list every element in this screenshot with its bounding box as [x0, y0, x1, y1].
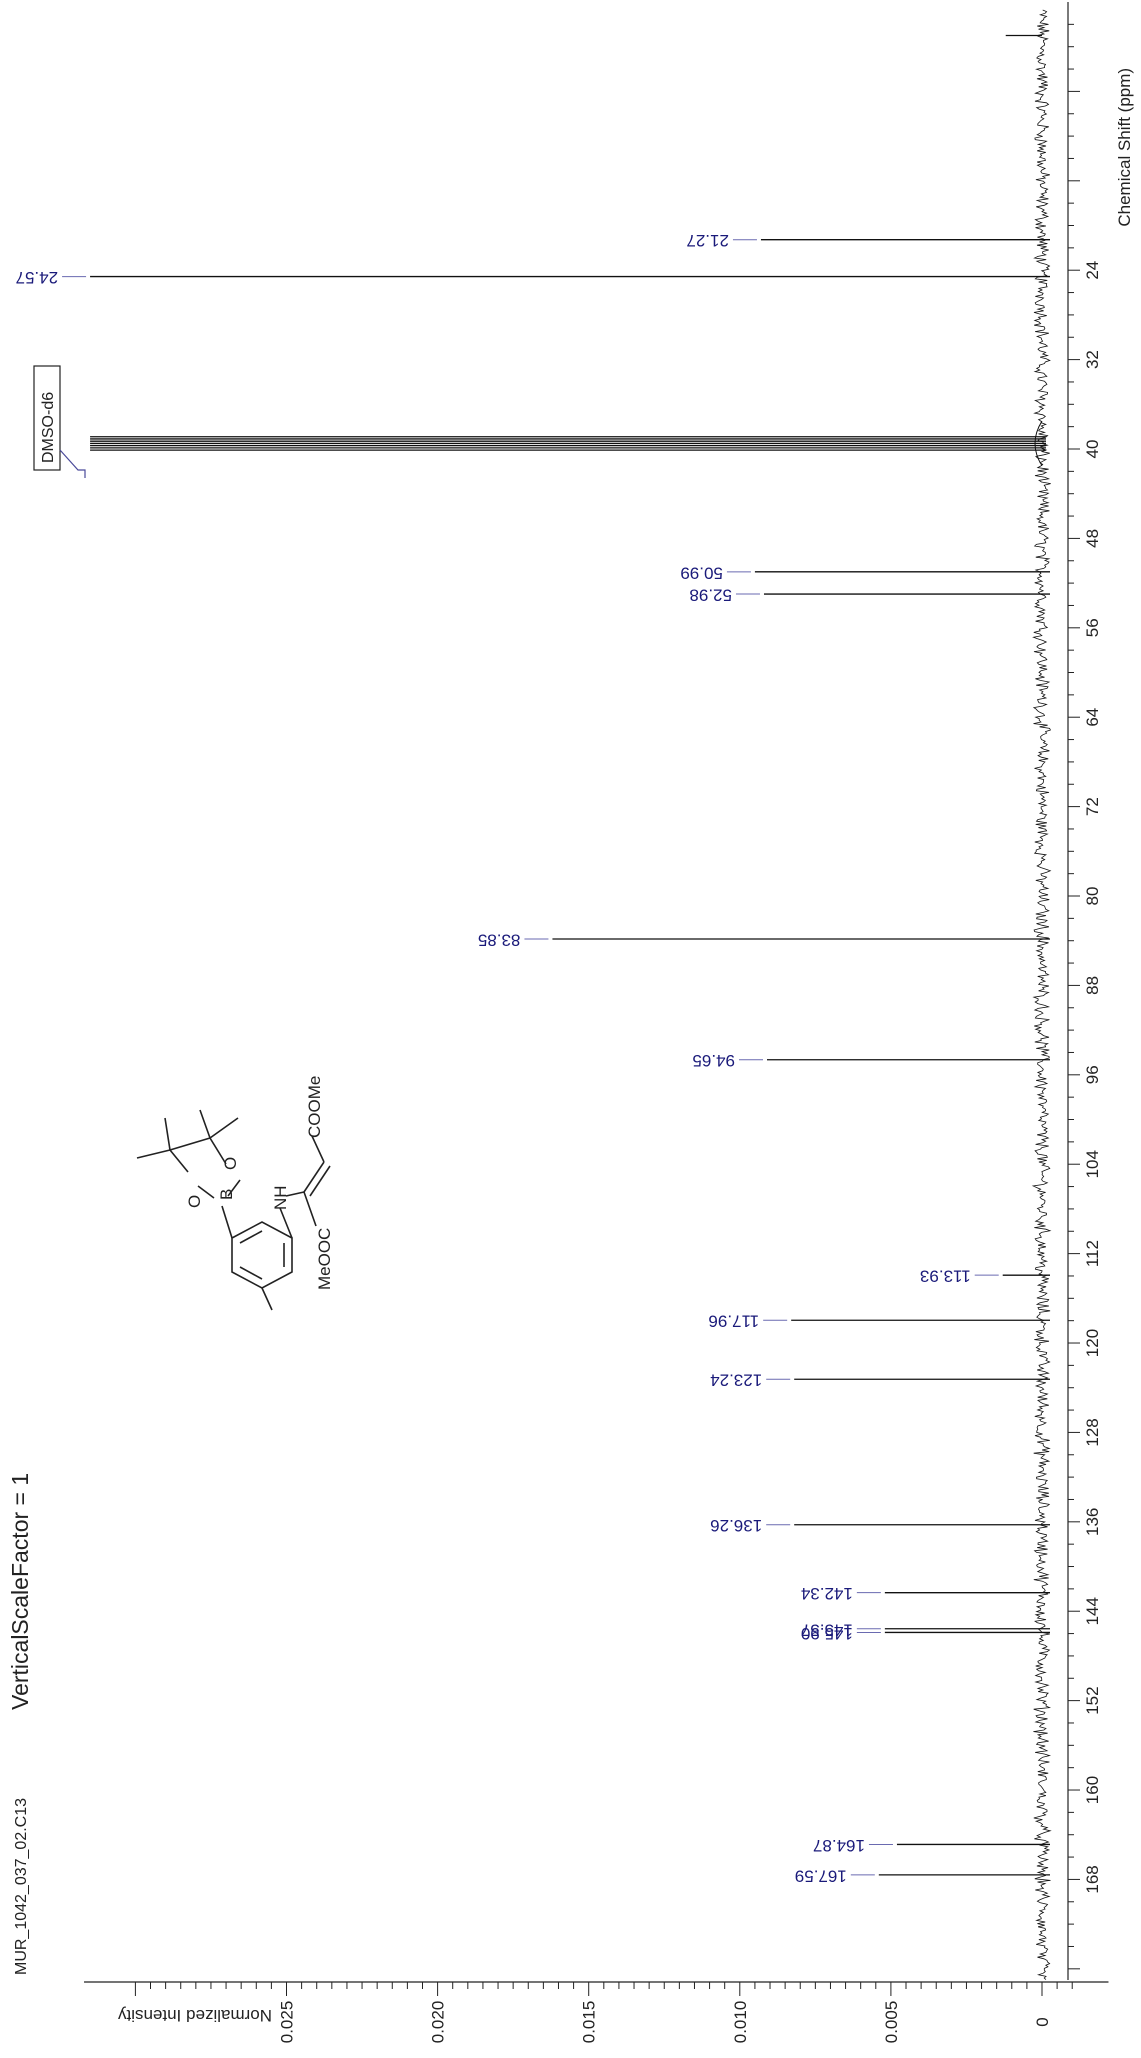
ppm-tick-label: 160 [1083, 1776, 1102, 1804]
atom-label-meooc: MeOOC [315, 1228, 334, 1290]
atom-label-coome: COOMe [305, 1076, 324, 1138]
peak-label: 164.87 [813, 1836, 865, 1855]
ppm-tick-label: 152 [1083, 1686, 1102, 1714]
peak-label: 117.96 [708, 1312, 759, 1331]
meooc-bond [303, 1191, 317, 1227]
solvent-label: DMSO-d6 [40, 392, 57, 463]
ppm-tick-label: 96 [1083, 1065, 1102, 1084]
peak-label: 113.93 [920, 1267, 971, 1286]
intensity-axis: 0 0.005 0.010 0.015 0.020 0.025 Normalized Int… [84, 1981, 1109, 2044]
boronate-methyl-2 [164, 1117, 171, 1151]
ppm-tick-label: 88 [1083, 976, 1102, 995]
ppm-tick-label: 168 [1083, 1865, 1102, 1893]
molecule-labels: O B O NH COOMe MeOOC [185, 1076, 334, 1290]
ppm-tick-label: 104 [1083, 1150, 1102, 1178]
peak-label: 136.26 [710, 1516, 762, 1535]
peak-label: 167.59 [795, 1866, 847, 1885]
nh-carbon-bond [285, 1191, 305, 1197]
boronate-bond-3 [169, 1149, 189, 1173]
intensity-tick-label: 0.020 [429, 2001, 448, 2044]
benzene-inner-bond-1 [239, 1230, 263, 1244]
atom-label-b: B [217, 1189, 236, 1200]
peaks: 21.27 24.57 50.99 52.98 83.85 94.65 113.93 117.… [16, 231, 1050, 1885]
ppm-tick-label: 120 [1083, 1329, 1102, 1357]
ppm-tick-label: 64 [1083, 708, 1102, 727]
atom-label-o-1: O [185, 1195, 204, 1208]
solvent-leader [59, 449, 86, 478]
peak-label: 145.57 [801, 1620, 853, 1639]
intensity-tick-label: 0.025 [278, 2001, 297, 2044]
methyl-bond [261, 1287, 273, 1311]
ppm-tick-label: 40 [1083, 440, 1102, 459]
ppm-tick-label: 32 [1083, 350, 1102, 369]
ppm-axis: 24 32 40 48 56 64 72 80 88 96 104 112 120 128 136 144 15… [1067, 2, 1134, 1980]
ppm-tick-label: 144 [1083, 1597, 1102, 1625]
boronate-bond-2 [227, 1179, 241, 1197]
spectrum-header: MUR_1042_037_02.C13 VerticalScaleFactor … [7, 1473, 33, 1975]
benzene-inner-bond-3 [239, 1266, 263, 1280]
enamine-c-c-bond [303, 1161, 325, 1193]
enamine-double-bond [309, 1165, 331, 1197]
ppm-tick-label: 24 [1083, 261, 1102, 280]
vertical-scale-factor-label: VerticalScaleFactor = 1 [7, 1473, 33, 1710]
ppm-tick-label: 48 [1083, 529, 1102, 548]
intensity-tick-label: 0.015 [580, 2001, 599, 2044]
ppm-tick-label: 56 [1083, 618, 1102, 637]
atom-label-nh: NH [271, 1185, 290, 1210]
ppm-axis-title: Chemical Shift (ppm) [1115, 68, 1134, 227]
peak-label: 94.65 [692, 1051, 735, 1070]
ppm-tick-label: 80 [1083, 887, 1102, 906]
peak-label: 83.85 [478, 931, 521, 950]
peak-label: 24.57 [16, 268, 59, 287]
peak-label: 21.27 [686, 231, 729, 250]
spectrum-filename: MUR_1042_037_02.C13 [13, 1798, 30, 1975]
boronate-bond-4 [209, 1137, 227, 1165]
solvent-label-box [33, 365, 61, 471]
ring-boron-bond [221, 1205, 233, 1239]
ppm-tick-label: 112 [1083, 1240, 1102, 1267]
intensity-tick-label: 0.005 [882, 2001, 901, 2044]
boronate-methyl-4 [209, 1117, 239, 1139]
intensity-tick-label: 0.010 [731, 2001, 750, 2044]
solvent-annotation: DMSO-d6 [33, 365, 86, 478]
cooMe-bond [311, 1135, 325, 1163]
benzene-ring [231, 1221, 293, 1289]
ppm-tick-label: 136 [1083, 1508, 1102, 1536]
boronate-methyl-1 [136, 1149, 171, 1159]
ppm-tick-label: 128 [1083, 1418, 1102, 1446]
intensity-axis-title: Normalized Intensity [118, 2006, 273, 2025]
peak-label: 50.99 [680, 563, 723, 582]
ring-nh-bond [279, 1207, 293, 1239]
atom-label-o-2: O [221, 1157, 240, 1170]
boronate-methyl-3 [199, 1109, 211, 1139]
molecule-structure [136, 1109, 331, 1311]
peak-label: 145.90 [801, 1624, 853, 1643]
solvent-peaks [90, 436, 1046, 451]
intensity-tick-label: 0 [1033, 2017, 1052, 2026]
plot-area: 24 32 40 48 56 64 72 80 88 96 104 112 120 128 136 144 15… [16, 2, 1134, 2043]
boronate-bond-5 [169, 1137, 211, 1151]
peak-label: 142.34 [801, 1584, 853, 1603]
boronate-bond-1 [197, 1185, 215, 1199]
ppm-tick-label: 72 [1083, 797, 1102, 816]
spectrum-baseline [1031, 9, 1052, 1980]
peak-label: 123.24 [710, 1371, 762, 1390]
peak-label: 52.98 [689, 586, 732, 605]
